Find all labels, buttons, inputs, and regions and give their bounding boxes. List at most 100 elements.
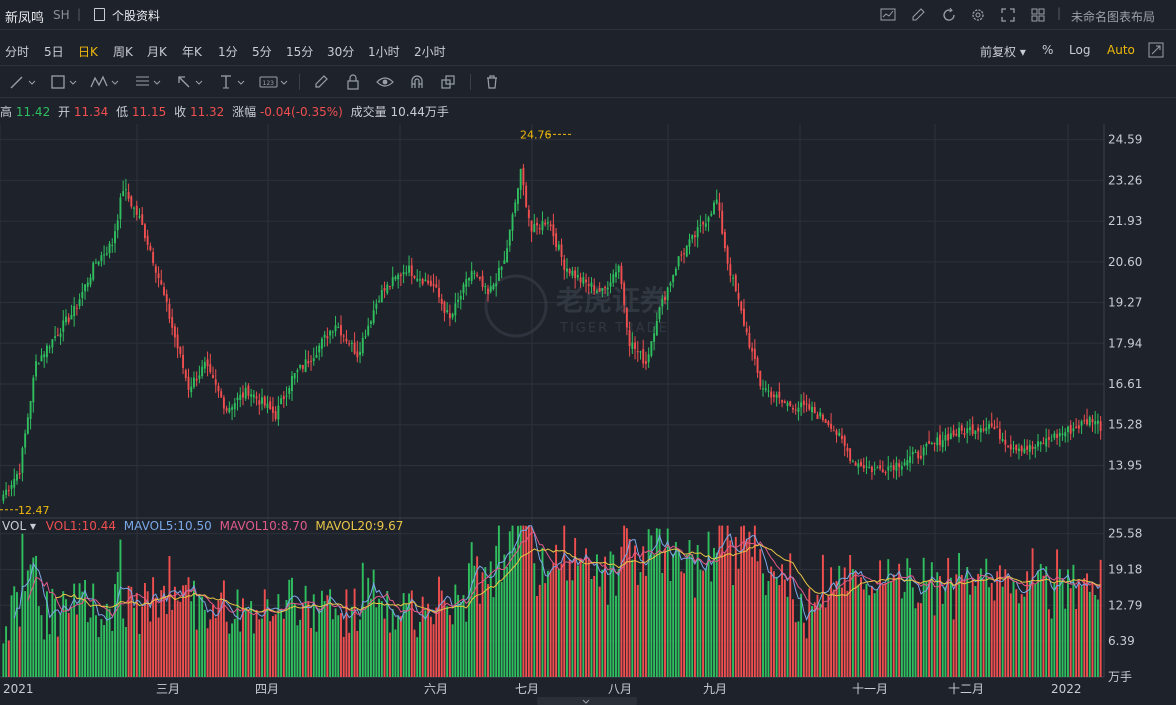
trash-icon[interactable] xyxy=(484,74,500,90)
candle-body xyxy=(143,224,146,239)
candle-body xyxy=(489,286,492,292)
candle-body xyxy=(506,248,509,263)
period-tab[interactable]: 周K xyxy=(113,45,133,59)
volume-bar xyxy=(707,531,710,677)
volume-bar xyxy=(925,581,928,677)
candle-body xyxy=(985,427,988,432)
volume-bar xyxy=(261,618,263,677)
volume-bar xyxy=(291,577,293,677)
brush-icon[interactable] xyxy=(313,74,329,90)
pattern-tool-icon[interactable] xyxy=(90,74,120,90)
volume-bar xyxy=(503,554,506,677)
period-tab[interactable]: 1分 xyxy=(218,45,238,59)
volume-bar xyxy=(220,592,223,677)
volume-bar xyxy=(1009,593,1012,677)
candle-body xyxy=(846,447,849,452)
volume-bar xyxy=(380,601,383,677)
candle-body xyxy=(81,291,84,298)
volume-bar xyxy=(655,528,658,677)
candle-body xyxy=(320,338,323,349)
volume-bar xyxy=(78,583,81,677)
period-tab[interactable]: 30分 xyxy=(327,45,355,59)
volume-bar xyxy=(838,565,841,677)
candle-body xyxy=(604,286,607,288)
expand-icon[interactable] xyxy=(1148,42,1164,58)
document-icon[interactable] xyxy=(94,8,105,21)
candle-body xyxy=(751,347,754,352)
candle-body xyxy=(111,245,114,247)
percent-toggle[interactable]: % xyxy=(1042,43,1054,57)
volume-bar xyxy=(94,615,97,677)
refresh-icon[interactable] xyxy=(941,7,957,23)
period-tab[interactable]: 年K xyxy=(182,45,202,59)
volume-bar xyxy=(1056,549,1059,677)
candle-body xyxy=(250,394,253,397)
eye-icon[interactable] xyxy=(376,74,394,90)
candle-body xyxy=(979,428,982,433)
text-tool-icon[interactable] xyxy=(218,74,246,90)
high-label: 高 xyxy=(0,105,13,119)
candle-body xyxy=(323,334,326,338)
candle-body xyxy=(685,245,688,257)
vol-dropdown[interactable]: VOL ▾ xyxy=(2,519,36,533)
volume-bar xyxy=(590,578,593,677)
candle-body xyxy=(435,284,438,288)
auto-toggle[interactable]: Auto xyxy=(1107,43,1135,57)
volume-bar xyxy=(996,571,999,677)
volume-bar xyxy=(89,617,92,677)
magnet-icon[interactable] xyxy=(409,74,425,90)
volume-bar xyxy=(767,581,770,677)
volume-bar xyxy=(26,570,29,677)
period-tab[interactable]: 1小时 xyxy=(368,45,400,59)
volume-bar xyxy=(239,631,242,677)
volume-bar xyxy=(977,573,980,677)
candle-body xyxy=(841,435,843,440)
log-toggle[interactable]: Log xyxy=(1069,43,1091,57)
chart-icon[interactable] xyxy=(880,7,896,23)
period-tab[interactable]: 2小时 xyxy=(414,45,446,59)
measure-tool-icon[interactable]: 123 xyxy=(259,74,289,90)
candle-body xyxy=(247,385,250,396)
volume-bar xyxy=(830,567,833,677)
profile-link[interactable]: 个股资料 xyxy=(112,9,161,23)
period-tab[interactable]: 分时 xyxy=(5,45,30,59)
lock-icon[interactable] xyxy=(345,74,361,90)
fib-tool-icon[interactable] xyxy=(134,74,162,90)
adjust-dropdown[interactable]: 前复权 ▾ xyxy=(980,45,1026,59)
period-tab[interactable]: 月K xyxy=(147,45,167,59)
candle-body xyxy=(544,222,547,225)
period-tab[interactable]: 5分 xyxy=(252,45,272,59)
candle-body xyxy=(29,400,32,420)
candle-body xyxy=(811,406,813,413)
candle-body xyxy=(778,391,781,398)
volume-bar xyxy=(173,586,176,677)
volume-bar xyxy=(304,585,307,677)
title-divider: | xyxy=(77,7,82,21)
candle-body xyxy=(805,403,808,405)
settings-icon[interactable] xyxy=(970,7,986,23)
clone-icon[interactable] xyxy=(440,74,456,90)
candle-body xyxy=(334,325,337,332)
volume-bar xyxy=(32,557,35,677)
arrow-tool-icon[interactable] xyxy=(176,74,204,90)
kline-chart[interactable]: 24.59 23.26 21.93 20.60 19.27 17.94 16.61 15.28… xyxy=(0,124,1176,705)
line-tool-icon[interactable] xyxy=(9,74,37,90)
close-value: 11.32 xyxy=(189,105,225,119)
candle-body xyxy=(217,385,220,392)
candle-body xyxy=(617,265,620,273)
period-tab[interactable]: 15分 xyxy=(286,45,314,59)
layout-name[interactable]: 未命名图表布局 xyxy=(1071,10,1156,24)
fullscreen-icon[interactable] xyxy=(1000,7,1016,23)
stock-name[interactable]: 新凤鸣 xyxy=(5,11,45,26)
volume-bar xyxy=(201,596,204,677)
candle-body xyxy=(348,343,351,345)
period-tab[interactable]: 5日 xyxy=(44,45,64,59)
candle-body xyxy=(315,354,318,358)
rect-tool-icon[interactable] xyxy=(50,74,78,90)
candle-body xyxy=(813,407,816,414)
period-tab-active[interactable]: 日K xyxy=(78,45,98,59)
candle-body xyxy=(364,336,367,338)
edit-icon[interactable] xyxy=(910,7,926,23)
grid-layout-icon[interactable] xyxy=(1030,7,1046,23)
candle-body xyxy=(579,277,582,283)
